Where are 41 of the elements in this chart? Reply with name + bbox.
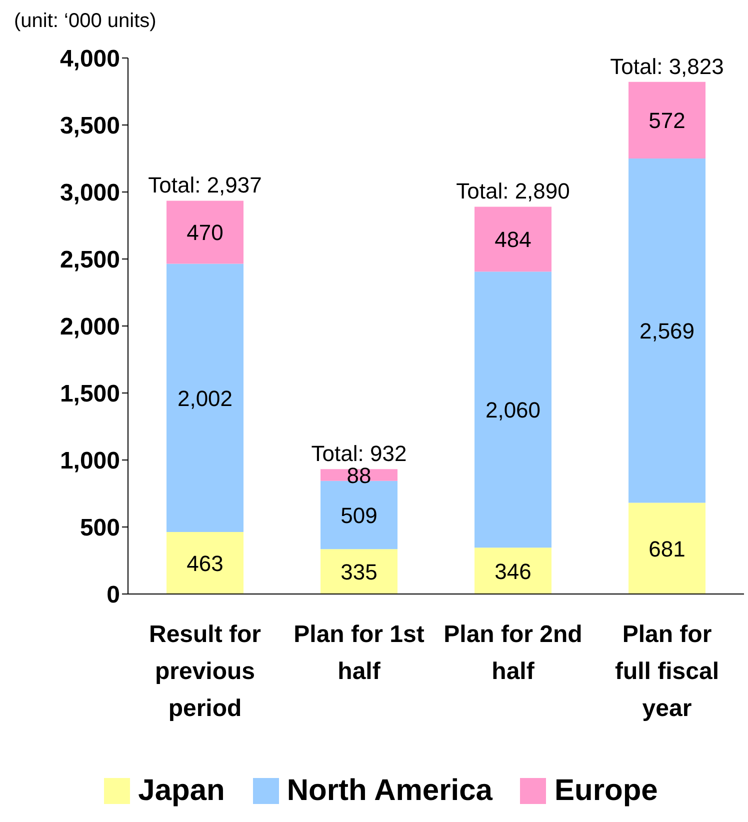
y-axis-title: (unit: ‘000 units) [14,10,156,33]
y-tick-label: 3,500 [60,112,120,140]
x-tick-label: Plan for full fiscal year [614,621,720,722]
bar [628,502,706,594]
data-label: 484 [494,227,532,252]
data-label: 335 [340,560,378,585]
data-label: 681 [648,536,686,562]
y-tick-label: 0 [106,582,120,609]
y-tick-label: 500 [80,514,120,542]
bar [166,532,244,594]
bar [628,82,706,158]
total-label: Total: 2,937 [148,172,262,198]
y-tick-label: 2,500 [60,246,120,274]
x-tick-label: Result for previous period [148,621,262,722]
data-label: 509 [340,503,378,528]
legend-label: North America [286,774,492,808]
bar [320,549,398,594]
x-tick-label: Plan for 2nd half [444,621,582,685]
bar [166,264,244,532]
x-tick-label: Plan for 1st half [294,621,424,685]
data-label: 2,060 [485,398,541,423]
bar [474,548,552,594]
y-tick-label: 3,000 [60,180,120,207]
legend-label: Japan [138,774,225,808]
y-tick-label: 1,500 [60,380,120,408]
data-label: 346 [494,558,532,584]
total-label: Total: 3,823 [610,54,724,79]
y-tick-label: 4,000 [60,46,120,73]
y-tick-label: 2,000 [60,314,120,341]
data-label: 2,569 [639,318,695,344]
data-label: 470 [186,220,224,246]
data-label: 2,002 [177,386,233,411]
bar [628,158,706,503]
data-label: 463 [186,550,224,576]
y-tick-label: 1,000 [60,448,120,475]
data-label: 572 [648,108,686,134]
bar [166,200,244,264]
total-label: Total: 2,890 [456,178,570,204]
bar [474,272,552,548]
legend-label: Europe [554,774,658,808]
bar [474,206,552,272]
